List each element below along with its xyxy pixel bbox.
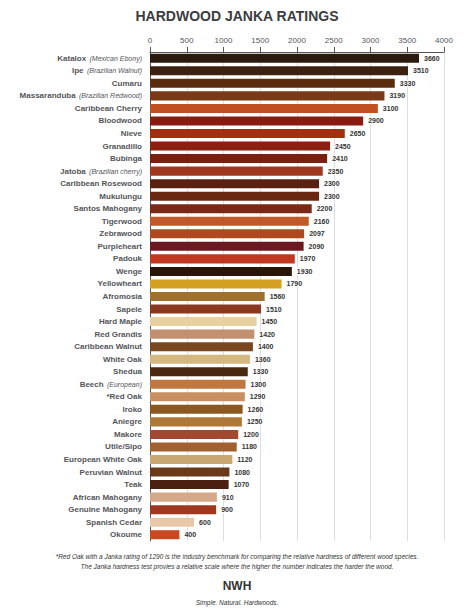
svg-text:1300: 1300 (251, 381, 267, 388)
svg-text:600: 600 (199, 519, 211, 526)
svg-text:1500: 1500 (251, 36, 269, 45)
svg-text:1400: 1400 (258, 343, 274, 350)
svg-text:910: 910 (222, 494, 234, 501)
svg-text:Tigerwood: Tigerwood (102, 217, 142, 226)
svg-text:3100: 3100 (383, 105, 399, 112)
svg-text:2097: 2097 (309, 230, 325, 237)
svg-text:African Mahogany: African Mahogany (73, 493, 143, 502)
svg-text:1070: 1070 (234, 481, 250, 488)
svg-text:1970: 1970 (300, 255, 316, 262)
svg-text:2450: 2450 (335, 143, 351, 150)
svg-text:Sapele: Sapele (116, 305, 142, 314)
svg-text:2300: 2300 (324, 193, 340, 200)
svg-text:Massaranduba: Massaranduba (20, 91, 77, 100)
svg-text:1260: 1260 (248, 406, 264, 413)
svg-text:Jatoba: Jatoba (60, 167, 86, 176)
svg-text:Bloodwood: Bloodwood (98, 116, 142, 125)
svg-text:1250: 1250 (247, 418, 263, 425)
svg-text:(Brazilian Walnut): (Brazilian Walnut) (87, 67, 142, 75)
svg-text:Teak: Teak (124, 480, 142, 489)
svg-text:Wenge: Wenge (116, 267, 143, 276)
svg-text:Bubinga: Bubinga (110, 154, 143, 163)
svg-text:Cumaru: Cumaru (112, 79, 142, 88)
svg-text:2900: 2900 (368, 117, 384, 124)
svg-text:European White Oak: European White Oak (64, 455, 143, 464)
svg-text:1560: 1560 (270, 293, 286, 300)
svg-text:0: 0 (148, 36, 153, 45)
svg-text:3330: 3330 (400, 80, 416, 87)
svg-text:3190: 3190 (389, 92, 405, 99)
svg-text:1450: 1450 (262, 318, 278, 325)
svg-text:1200: 1200 (243, 431, 259, 438)
svg-text:Afromosia: Afromosia (102, 292, 142, 301)
svg-text:(Brazilian Redwood): (Brazilian Redwood) (79, 92, 142, 100)
svg-text:3510: 3510 (413, 67, 429, 74)
svg-text:Iroko: Iroko (122, 405, 142, 414)
svg-text:*Red Oak: *Red Oak (106, 392, 142, 401)
svg-text:2300: 2300 (324, 180, 340, 187)
svg-text:White Oak: White Oak (103, 355, 143, 364)
svg-text:1330: 1330 (253, 368, 269, 375)
svg-text:2500: 2500 (325, 36, 343, 45)
svg-text:Ipe: Ipe (72, 66, 84, 75)
svg-text:(European): (European) (107, 381, 142, 389)
svg-text:4000: 4000 (435, 36, 453, 45)
svg-text:1420: 1420 (259, 331, 275, 338)
svg-text:Yellowheart: Yellowheart (98, 279, 143, 288)
svg-text:2090: 2090 (309, 243, 325, 250)
svg-text:Red Grandis: Red Grandis (94, 330, 142, 339)
svg-text:3000: 3000 (362, 36, 380, 45)
svg-text:Caribbean Cherry: Caribbean Cherry (75, 104, 143, 113)
svg-text:1360: 1360 (255, 356, 271, 363)
svg-text:Granadillo: Granadillo (102, 142, 142, 151)
svg-text:Caribbean Rosewood: Caribbean Rosewood (60, 179, 142, 188)
svg-text:Caribbean Walnut: Caribbean Walnut (74, 342, 142, 351)
svg-text:Spanish Cedar: Spanish Cedar (86, 518, 142, 527)
svg-text:Genuine Mahogany: Genuine Mahogany (68, 505, 142, 514)
svg-text:Aniegre: Aniegre (112, 417, 142, 426)
svg-text:Purpleheart: Purpleheart (98, 242, 143, 251)
svg-text:500: 500 (180, 36, 194, 45)
svg-text:1080: 1080 (234, 469, 250, 476)
svg-text:Santos Mahogany: Santos Mahogany (74, 204, 143, 213)
svg-text:Katalox: Katalox (57, 54, 86, 63)
svg-text:Zebrawood: Zebrawood (99, 229, 142, 238)
svg-text:Makore: Makore (114, 430, 143, 439)
svg-text:Shedua: Shedua (113, 367, 142, 376)
svg-text:NWH: NWH (223, 579, 252, 593)
svg-text:2410: 2410 (332, 155, 348, 162)
svg-text:1000: 1000 (215, 36, 233, 45)
svg-text:2350: 2350 (328, 168, 344, 175)
svg-text:1510: 1510 (266, 306, 282, 313)
svg-text:HARDWOOD JANKA RATINGS: HARDWOOD JANKA RATINGS (136, 8, 339, 24)
svg-text:The Janka hardness test provie: The Janka hardness test provies a relati… (81, 563, 394, 571)
svg-text:Mukulungu: Mukulungu (99, 192, 142, 201)
svg-text:Simple. Natural. Hardwoods.: Simple. Natural. Hardwoods. (196, 599, 279, 607)
svg-text:Beech: Beech (80, 380, 104, 389)
svg-text:3500: 3500 (398, 36, 416, 45)
svg-text:2000: 2000 (288, 36, 306, 45)
svg-text:Nieve: Nieve (121, 129, 143, 138)
svg-text:Padouk: Padouk (113, 254, 142, 263)
svg-text:(Mexican Ebony): (Mexican Ebony) (89, 55, 142, 63)
svg-text:2650: 2650 (350, 130, 366, 137)
svg-text:Hard Maple: Hard Maple (99, 317, 143, 326)
svg-text:Okoume: Okoume (110, 530, 143, 539)
svg-text:1290: 1290 (250, 393, 266, 400)
svg-text:2160: 2160 (314, 218, 330, 225)
svg-text:Peruvian Walnut: Peruvian Walnut (80, 468, 143, 477)
svg-text:1930: 1930 (297, 268, 313, 275)
svg-text:Utile/Sipo: Utile/Sipo (105, 442, 142, 451)
svg-text:900: 900 (221, 506, 233, 513)
svg-text:1120: 1120 (237, 456, 252, 463)
svg-text:1180: 1180 (242, 443, 257, 450)
svg-text:(Brazilian cherry): (Brazilian cherry) (89, 168, 142, 176)
svg-text:1790: 1790 (287, 280, 303, 287)
svg-text:400: 400 (184, 531, 196, 538)
svg-text:2200: 2200 (317, 205, 333, 212)
svg-text:3660: 3660 (424, 55, 440, 62)
svg-text:*Red Oak with a Janka rating o: *Red Oak with a Janka rating of 1290 is … (56, 553, 419, 561)
